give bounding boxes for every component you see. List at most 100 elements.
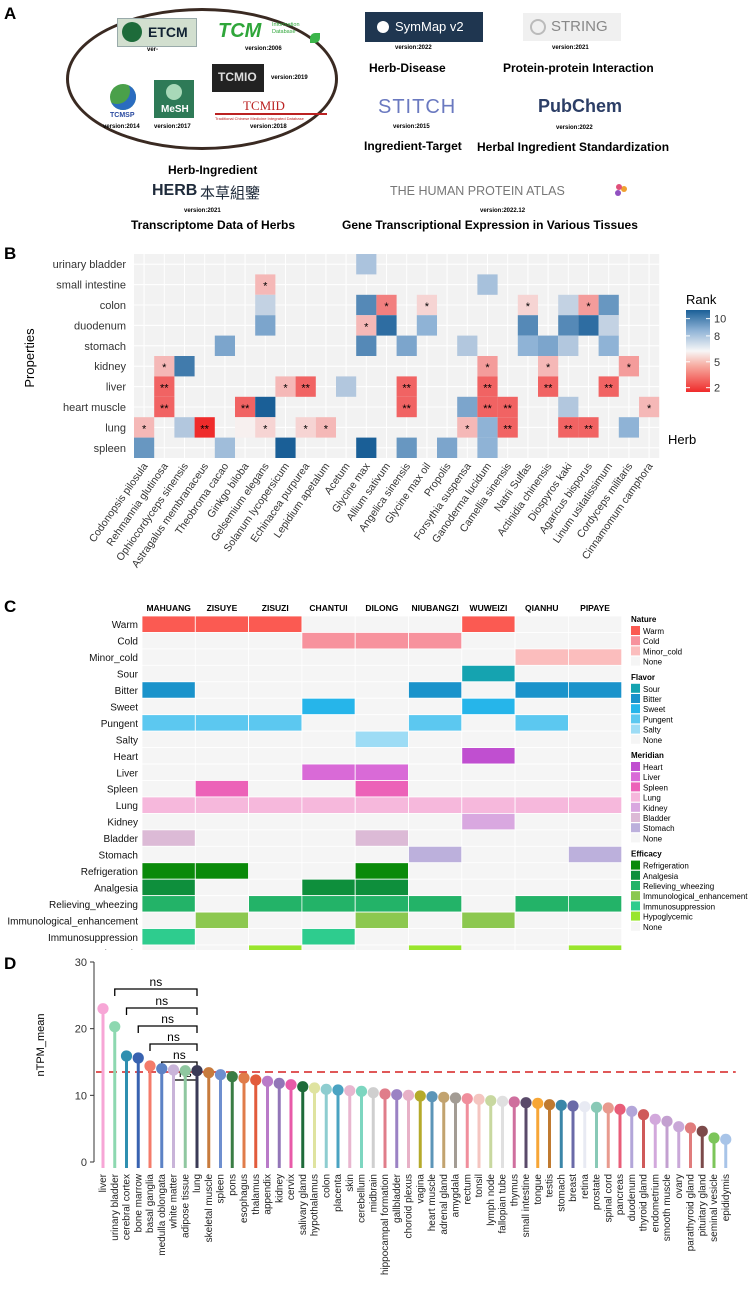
lollipop-category-label: appendix bbox=[263, 1174, 274, 1215]
tcmio-version: version:2019 bbox=[271, 75, 308, 81]
matrix-cell bbox=[408, 747, 463, 765]
heatmap-cell bbox=[336, 376, 357, 397]
matrix-cell bbox=[301, 648, 356, 666]
heatmap-cell bbox=[134, 437, 155, 458]
etcm-emblem-icon bbox=[122, 22, 142, 42]
matrix-cell bbox=[141, 928, 196, 946]
heatmap-cell bbox=[275, 376, 296, 397]
matrix-cell bbox=[514, 730, 569, 748]
heatmap-row-label: colon bbox=[100, 300, 126, 312]
matrix-cell bbox=[514, 615, 569, 633]
matrix-legend-label: None bbox=[643, 923, 663, 932]
matrix-cell bbox=[461, 895, 516, 913]
matrix-legend-label: Pungent bbox=[643, 715, 674, 724]
heatmap-cell bbox=[356, 335, 377, 356]
matrix-cell bbox=[194, 862, 250, 880]
heatmap-y-axis-title: Properties bbox=[22, 328, 37, 388]
heatmap-significance-mark: * bbox=[586, 301, 591, 313]
significance-label: ns bbox=[150, 975, 163, 989]
heatmap-cell bbox=[497, 417, 518, 438]
matrix-legend-swatch bbox=[631, 683, 640, 693]
lollipop-point bbox=[120, 1050, 133, 1062]
lollipop-category-label: heart muscle bbox=[427, 1174, 438, 1232]
matrix-col-label: ZISUZI bbox=[262, 603, 289, 613]
heatmap-cell bbox=[396, 376, 417, 397]
matrix-cell bbox=[514, 681, 569, 699]
caption-ingredient-target: Ingredient-Target bbox=[364, 139, 462, 153]
heatmap-x-axis-title: Herb bbox=[668, 432, 696, 447]
lollipop-category-label: gallbladder bbox=[392, 1173, 403, 1223]
matrix-cell bbox=[354, 862, 409, 880]
lollipop-point bbox=[109, 1021, 121, 1033]
matrix-row-label: Sour bbox=[117, 670, 139, 681]
lollipop-point bbox=[485, 1095, 497, 1107]
matrix-cell bbox=[141, 911, 196, 929]
heatmap-significance-mark: * bbox=[627, 362, 632, 374]
matrix-cell bbox=[354, 878, 409, 897]
heatmap-significance-mark: ** bbox=[483, 403, 492, 415]
heatmap-cell bbox=[396, 437, 417, 458]
matrix-cell bbox=[408, 648, 463, 666]
matrix-cell bbox=[141, 812, 196, 831]
matrix-cell bbox=[301, 944, 356, 950]
matrix-legend-swatch bbox=[631, 881, 640, 890]
heatmap-cell bbox=[214, 335, 235, 356]
lollipop-point bbox=[297, 1081, 309, 1093]
matrix-cell bbox=[408, 895, 463, 913]
lollipop-point bbox=[426, 1091, 438, 1103]
matrix-cell bbox=[248, 681, 303, 699]
matrix-cell bbox=[248, 911, 303, 929]
lollipop-point bbox=[602, 1102, 614, 1114]
significance-label: ns bbox=[173, 1048, 186, 1062]
lollipop-point bbox=[520, 1097, 532, 1109]
lollipop-point bbox=[179, 1065, 191, 1077]
tcmsp-logo: TCMSP bbox=[104, 82, 146, 122]
matrix-legend-swatch bbox=[631, 911, 640, 921]
tcmid-rule bbox=[215, 113, 327, 115]
heatmap-legend-tick-label: 8 bbox=[714, 331, 720, 343]
matrix-cell bbox=[568, 747, 623, 765]
matrix-cell bbox=[408, 780, 463, 798]
matrix-cell bbox=[248, 714, 303, 732]
matrix-legend-label: Analgesia bbox=[643, 872, 679, 881]
matrix-cell bbox=[461, 648, 516, 666]
matrix-cell bbox=[141, 648, 196, 666]
heatmap-cell bbox=[174, 417, 195, 438]
matrix-row-label: Liver bbox=[116, 768, 138, 779]
heatmap-cell bbox=[295, 376, 316, 397]
heatmap-cell bbox=[457, 417, 478, 438]
heatmap-significance-mark: * bbox=[283, 383, 288, 395]
matrix-cell bbox=[354, 648, 409, 666]
lollipop-point bbox=[449, 1092, 462, 1104]
matrix-cell bbox=[141, 697, 196, 716]
heatmap-cell bbox=[457, 396, 478, 418]
matrix-cell bbox=[301, 895, 356, 913]
heatmap-significance-mark: * bbox=[364, 321, 369, 333]
matrix-cell bbox=[301, 862, 356, 880]
panel-b-heatmap: ** * * *** * * *** * ** ** ** ** **** ** ** ** ** ** ** * * *… bbox=[22, 254, 726, 570]
matrix-cell bbox=[354, 796, 409, 814]
heatmap-cell bbox=[295, 417, 316, 438]
heatmap-cell bbox=[618, 356, 639, 377]
lollipop-category-label: hippocampal formation bbox=[380, 1174, 391, 1275]
herb-name: HERB bbox=[152, 182, 198, 199]
heatmap-cell bbox=[477, 437, 498, 458]
matrix-cell bbox=[514, 664, 569, 683]
hpa-dots-icon bbox=[616, 184, 622, 190]
lollipop-y-axis-title: nTPM_mean bbox=[35, 1014, 47, 1077]
matrix-col-label: ZISUYE bbox=[207, 603, 238, 613]
matrix-cell bbox=[514, 928, 569, 946]
matrix-legend-label: Refrigeration bbox=[643, 862, 689, 871]
matrix-cell bbox=[514, 714, 569, 732]
matrix-row-label: Bladder bbox=[104, 834, 139, 845]
matrix-cell bbox=[568, 664, 623, 683]
matrix-cell bbox=[194, 681, 250, 699]
lollipop-category-label: choroid plexus bbox=[404, 1174, 415, 1238]
lollipop-category-label: midbrain bbox=[368, 1174, 379, 1212]
lollipop-y-tick-label: 0 bbox=[81, 1157, 87, 1169]
matrix-cell bbox=[301, 780, 356, 798]
lollipop-point bbox=[238, 1072, 250, 1084]
lollipop-point bbox=[156, 1063, 168, 1075]
matrix-cell bbox=[461, 878, 516, 897]
matrix-cell bbox=[354, 681, 409, 699]
